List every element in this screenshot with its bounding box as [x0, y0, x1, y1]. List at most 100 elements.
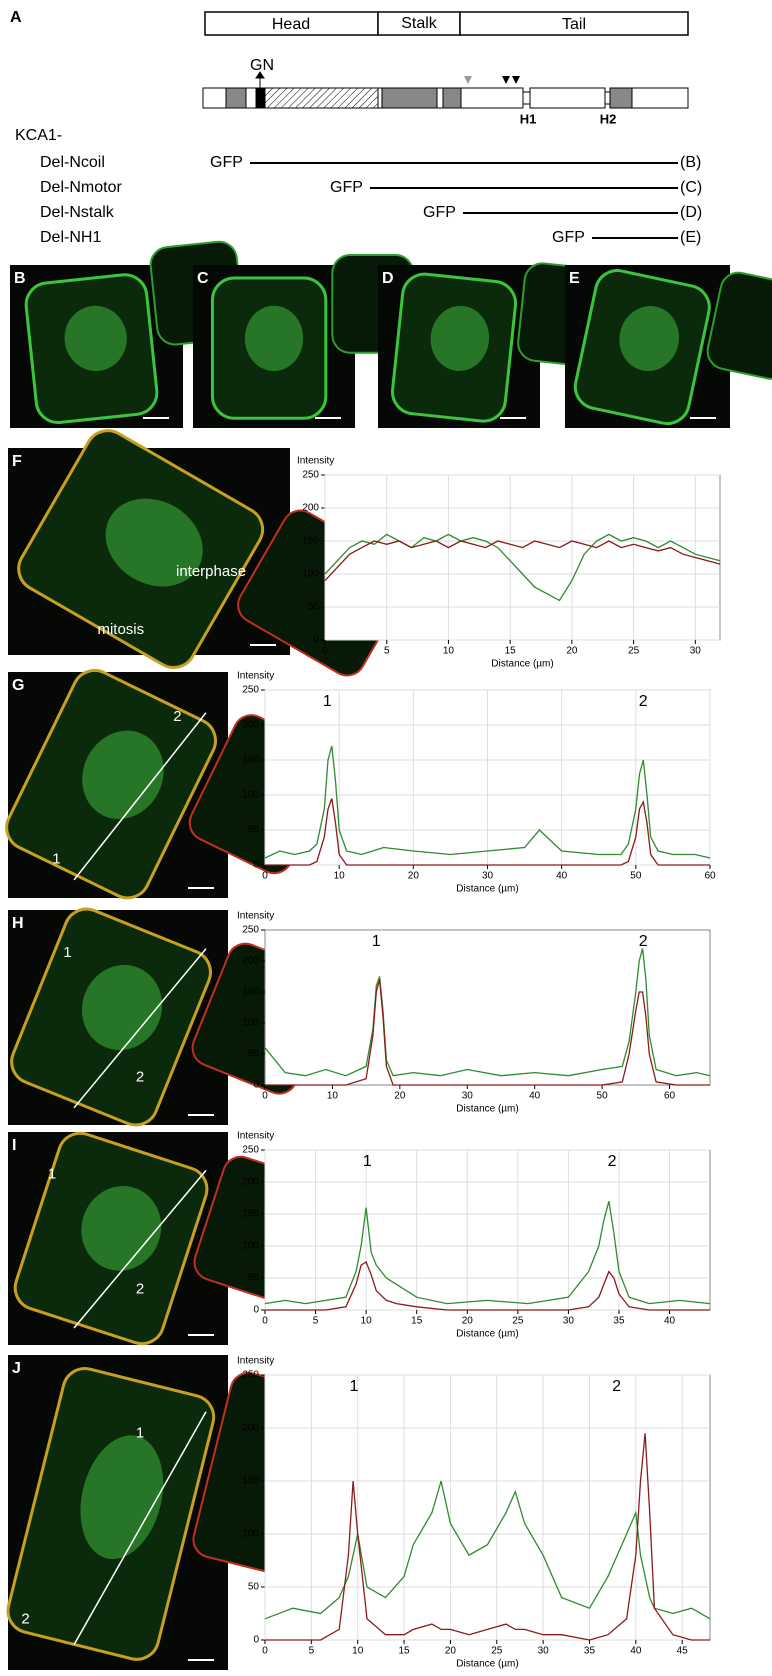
y-axis-label: Intensity: [297, 456, 334, 467]
panel-label: B: [14, 270, 26, 287]
intensity-line: [265, 1433, 710, 1641]
y-tick-label: 150: [242, 1209, 259, 1220]
profile-line: [73, 712, 207, 881]
image-label: 1: [136, 1425, 144, 1442]
domain-label: Stalk: [401, 15, 438, 32]
x-tick-label: 35: [584, 1646, 596, 1657]
intensity-line: [324, 533, 721, 602]
cytoplasm: [81, 964, 163, 1051]
intensity-line: [264, 1480, 711, 1620]
x-tick-label: 0: [262, 871, 268, 882]
y-tick-label: 100: [302, 569, 319, 580]
domain-label: Tail: [562, 16, 586, 33]
micrograph: I 1 2: [8, 1131, 331, 1346]
construct-ref: (D): [680, 204, 702, 221]
y-tick-label: 250: [242, 1370, 259, 1381]
cytoplasm: [244, 305, 304, 371]
construct-name: Del-Nstalk: [40, 204, 115, 221]
x-tick-label: 50: [597, 1091, 609, 1102]
y-axis-label: Intensity: [237, 1356, 274, 1367]
cytoplasm: [80, 1435, 164, 1560]
gene-diagram: [202, 71, 689, 109]
intensity-line: [265, 1261, 710, 1311]
x-tick-label: 25: [491, 1646, 503, 1657]
y-tick-label: 0: [253, 860, 259, 871]
cells: [573, 269, 772, 426]
construct-ref: (C): [680, 179, 702, 196]
peak-label: 1: [372, 933, 381, 950]
y-tick-label: 50: [308, 602, 320, 613]
x-tick-label: 30: [538, 1646, 550, 1657]
x-tick-label: 60: [664, 1091, 676, 1102]
y-tick-label: 150: [242, 1476, 259, 1487]
micrograph: E: [565, 265, 772, 428]
profile-line: [73, 1169, 207, 1329]
x-tick-label: 20: [462, 1316, 474, 1327]
cytoplasm: [64, 305, 127, 371]
image-label: 1: [48, 1166, 56, 1183]
y-tick-label: 200: [302, 503, 319, 514]
x-tick-label: 20: [394, 1091, 406, 1102]
profile-line: [73, 948, 207, 1109]
panel-label: J: [12, 1360, 21, 1377]
gfp-tag: GFP: [330, 179, 363, 196]
y-tick-label: 50: [248, 1582, 260, 1593]
intensity-line: [324, 540, 721, 582]
y-tick-label: 200: [242, 1423, 259, 1434]
x-tick-label: 5: [384, 646, 390, 657]
panel-label: F: [12, 453, 22, 470]
cytoplasm: [619, 306, 680, 372]
cytoplasm: [82, 730, 164, 820]
panel-label: E: [569, 270, 580, 287]
y-axis-label: Intensity: [237, 911, 274, 922]
cytoplasm: [105, 498, 203, 587]
panel-label: G: [12, 677, 24, 694]
x-tick-label: 30: [482, 871, 494, 882]
intensity-line: [265, 798, 710, 866]
peak-label: 2: [639, 693, 648, 710]
x-tick-label: 5: [313, 1316, 319, 1327]
peak-label: 2: [639, 933, 648, 950]
x-tick-label: 10: [361, 1316, 373, 1327]
plot-frame: [324, 474, 721, 641]
intensity-line: [264, 745, 711, 859]
y-tick-label: 100: [242, 1018, 259, 1029]
image-label: 2: [136, 1281, 144, 1298]
panel-label: I: [12, 1137, 16, 1154]
h1-label: H1: [520, 111, 537, 126]
x-tick-label: 0: [262, 1316, 268, 1327]
y-tick-label: 250: [242, 685, 259, 696]
y-tick-label: 100: [242, 790, 259, 801]
x-tick-label: 10: [327, 1091, 339, 1102]
x-axis-label: Distance (µm): [456, 884, 518, 895]
x-tick-label: 0: [322, 646, 328, 657]
y-axis-label: Intensity: [237, 1131, 274, 1142]
profile-line: [73, 1411, 207, 1646]
image-label: 2: [21, 1611, 29, 1628]
micrograph: H 1 2: [8, 907, 334, 1127]
micrograph: B: [10, 240, 245, 428]
image-label: interphase: [176, 563, 246, 580]
y-tick-label: 200: [242, 720, 259, 731]
gfp-tag: GFP: [552, 229, 585, 246]
x-tick-label: 15: [505, 646, 517, 657]
gfp-tag: GFP: [210, 154, 243, 171]
x-tick-label: 0: [262, 1646, 268, 1657]
panel-label: D: [382, 270, 394, 287]
x-tick-label: 40: [556, 871, 568, 882]
x-axis-label: Distance (µm): [456, 1659, 518, 1670]
peak-label: 1: [323, 693, 332, 710]
panel-label: H: [12, 915, 24, 932]
construct-name: Del-Nmotor: [40, 179, 122, 196]
domain-bar: [204, 11, 689, 36]
peak-label: 1: [363, 1153, 372, 1170]
x-tick-label: 0: [262, 1091, 268, 1102]
x-tick-label: 35: [613, 1316, 625, 1327]
peak-label: 1: [350, 1378, 359, 1395]
x-tick-label: 40: [529, 1091, 541, 1102]
gfp-tag: GFP: [423, 204, 456, 221]
panel-label: C: [197, 270, 209, 287]
micrograph: G 1 2: [5, 668, 337, 900]
panel-label: A: [10, 9, 22, 26]
